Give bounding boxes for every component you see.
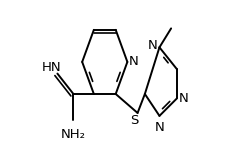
Text: N: N: [129, 55, 139, 68]
Text: HN: HN: [42, 61, 62, 74]
Text: N: N: [154, 121, 164, 134]
Text: S: S: [130, 114, 139, 127]
Text: N: N: [148, 39, 158, 52]
Text: N: N: [179, 92, 188, 105]
Text: NH₂: NH₂: [61, 128, 86, 141]
